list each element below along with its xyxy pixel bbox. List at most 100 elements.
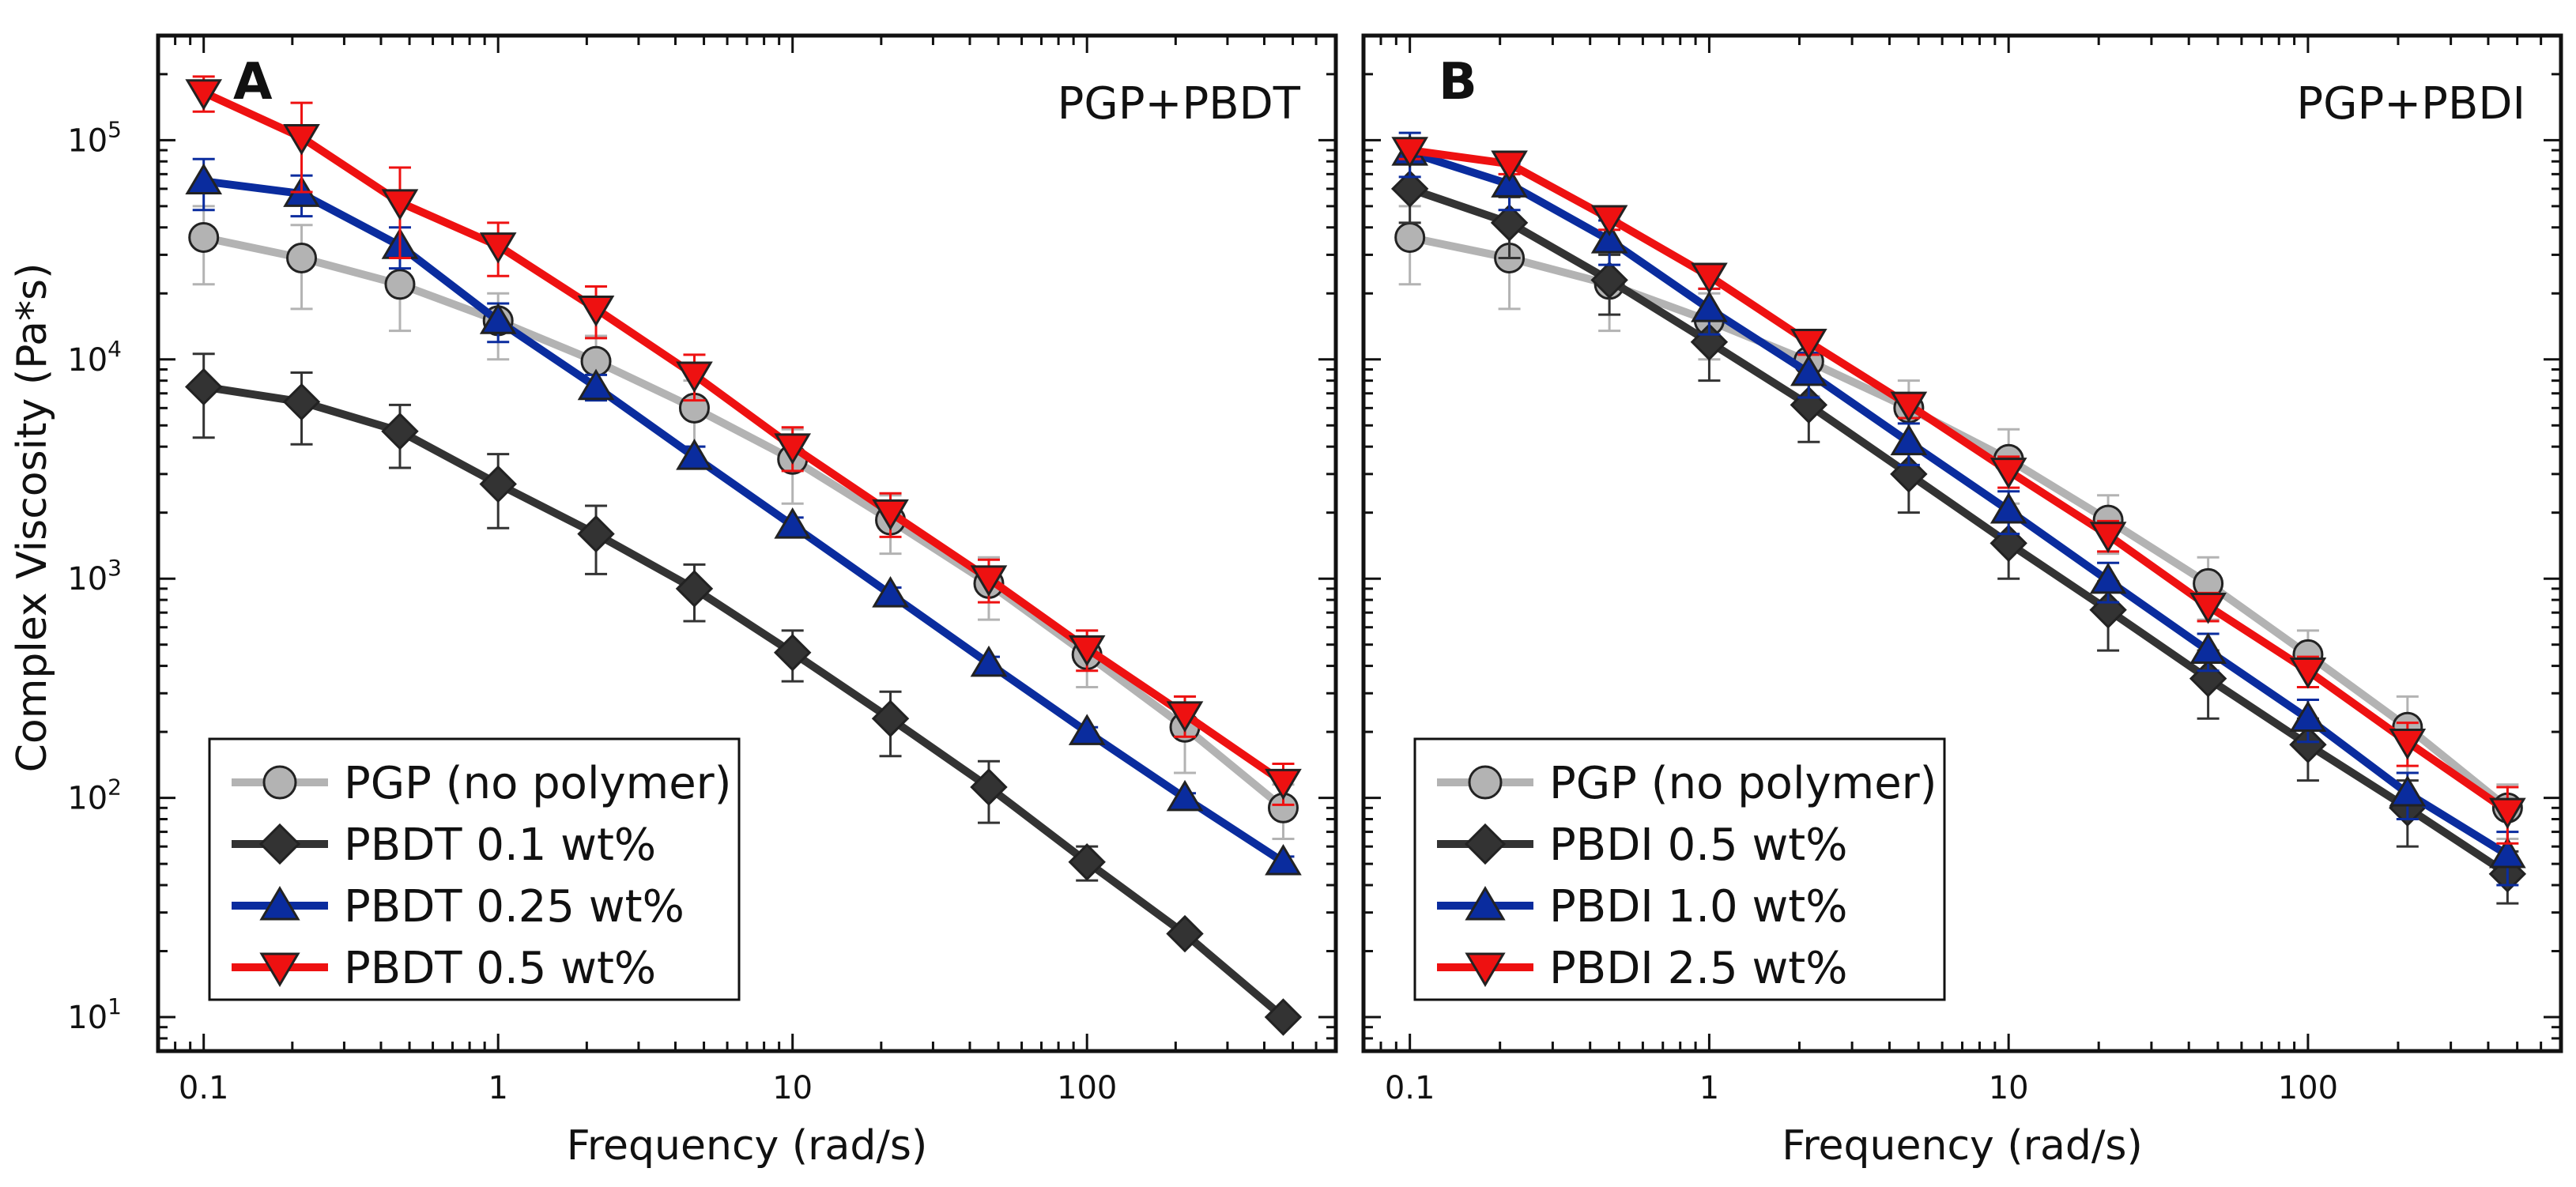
data-point: [384, 269, 416, 300]
data-point: [774, 507, 812, 539]
data-point: [1990, 458, 2027, 489]
legend: PGP (no polymer) PBDT 0.1 wt% PBDT 0.25 wt…: [208, 737, 741, 1001]
data-point: [479, 232, 517, 264]
legend-item: PGP (no polymer): [232, 758, 732, 809]
legend-marker: [1468, 765, 1503, 800]
legend-item: PBDT 0.5 wt%: [232, 943, 656, 994]
data-point: [577, 514, 615, 553]
x-axis-title: Frequency (rad/s): [567, 1122, 928, 1170]
data-point: [1265, 843, 1302, 876]
y-tick-label: 105: [67, 116, 122, 159]
x-tick-label: 100: [1057, 1070, 1117, 1106]
legend-item: PBDI 2.5 wt%: [1437, 943, 1847, 994]
data-point: [479, 303, 517, 334]
data-point: [1491, 150, 1528, 183]
series-1: [184, 352, 1303, 1036]
panel-letter: B: [1439, 53, 1477, 111]
data-point: [1166, 914, 1204, 953]
y-tick-exponent: 1: [107, 993, 122, 1019]
y-tick-exponent: 3: [107, 555, 122, 581]
legend-marker: [259, 886, 300, 921]
legend-item: PBDI 0.5 wt%: [1437, 820, 1847, 871]
legend-item: PGP (no polymer): [1437, 758, 1937, 809]
legend-label: PBDI 0.5 wt%: [1549, 820, 1847, 871]
data-point: [188, 221, 220, 253]
data-point: [1590, 261, 1628, 300]
data-point: [872, 499, 909, 531]
legend-label: PBDT 0.5 wt%: [344, 943, 656, 994]
panel-b: 0.1 1 10 100 Frequency (rad/s) B PGP+PBDI PGP (…: [1361, 33, 2563, 1170]
x-tick-label: 100: [2278, 1070, 2338, 1106]
legend-label: PGP (no polymer): [1549, 758, 1937, 809]
legend-label: PGP (no polymer): [344, 758, 732, 809]
data-point: [970, 565, 1008, 597]
data-point: [970, 645, 1008, 677]
legend-label: PBDI 2.5 wt%: [1549, 943, 1847, 994]
data-point: [185, 163, 223, 195]
data-point: [2189, 593, 2227, 624]
data-point: [1590, 205, 1628, 237]
x-tick-label: 1: [1699, 1070, 1719, 1106]
series-line: [1405, 184, 2512, 878]
axis-ticks: [157, 34, 1337, 1053]
data-point: [282, 382, 321, 421]
legend-marker: [1464, 823, 1507, 865]
data-point: [1390, 170, 1429, 208]
data-point: [381, 189, 419, 220]
data-point: [1490, 204, 1529, 242]
data-point: [283, 124, 320, 156]
legend-marker: [1465, 952, 1506, 987]
data-point: [872, 576, 909, 608]
series-3: [185, 75, 1302, 806]
x-tick-label: 0.1: [1385, 1070, 1435, 1106]
y-tick-label: 101: [67, 993, 122, 1036]
data-point: [676, 361, 713, 394]
data-point: [479, 465, 517, 503]
series-2: [185, 157, 1302, 876]
series-line: [199, 233, 1288, 812]
data-point: [1990, 492, 2027, 524]
data-point: [1265, 768, 1302, 801]
data-point: [2489, 797, 2526, 830]
data-point: [1790, 329, 1827, 360]
axis-ticks: [1362, 34, 2563, 1053]
data-point: [2389, 728, 2427, 760]
panel-title: PGP+PBDI: [2296, 78, 2525, 130]
data-point: [2289, 700, 2327, 733]
data-point: [2489, 836, 2526, 869]
x-tick-label: 0.1: [179, 1070, 229, 1106]
legend-marker: [259, 952, 300, 987]
data-point: [970, 768, 1008, 806]
panel-title: PGP+PBDT: [1058, 78, 1301, 130]
data-point: [675, 570, 714, 608]
legend-label: PBDT 0.1 wt%: [344, 820, 656, 871]
legend-marker: [1465, 886, 1506, 921]
y-tick-label: 102: [67, 774, 122, 817]
data-point: [1890, 391, 1928, 424]
series-line: [1405, 146, 2512, 816]
plot-area: [1390, 131, 2527, 905]
data-point: [1590, 222, 1628, 254]
legend-item: PBDT 0.1 wt%: [232, 820, 656, 871]
data-point: [1264, 998, 1303, 1036]
data-point: [871, 699, 910, 737]
data-point: [2389, 774, 2427, 807]
data-point: [2189, 632, 2227, 664]
legend-marker: [258, 823, 301, 865]
data-point: [1790, 354, 1827, 386]
y-tick-label: 104: [67, 336, 122, 379]
data-point: [1691, 262, 1728, 295]
y-tick-exponent: 4: [107, 336, 122, 362]
data-point: [286, 243, 318, 274]
x-tick-label: 10: [772, 1070, 813, 1106]
x-tick-label: 10: [1989, 1070, 2029, 1106]
data-point: [2289, 657, 2327, 689]
legend-label: PBDI 1.0 wt%: [1549, 881, 1847, 933]
series-line: [1405, 233, 2512, 812]
legend-marker: [262, 765, 297, 800]
data-point: [577, 296, 615, 327]
series-line: [199, 382, 1288, 1021]
data-point: [184, 367, 223, 406]
data-point: [676, 439, 713, 470]
